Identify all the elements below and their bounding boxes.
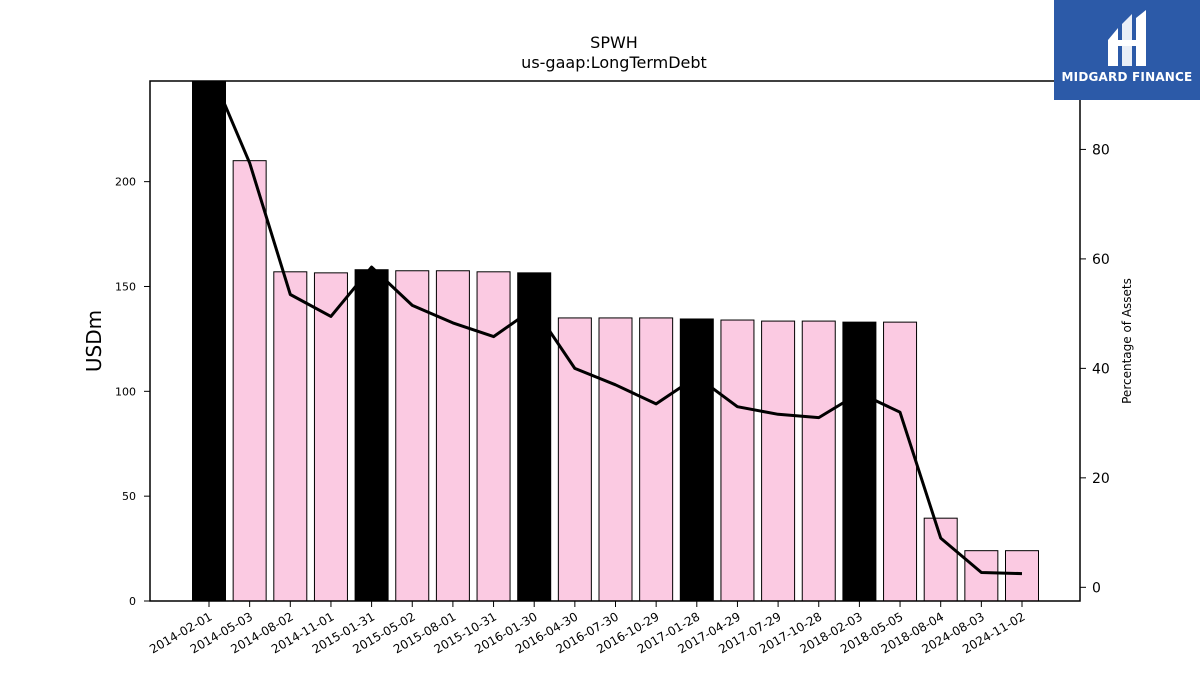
bar-2015-10-31 bbox=[476, 271, 511, 601]
bar-2024-08-03 bbox=[964, 550, 999, 601]
y2-tick-label: 60 bbox=[1092, 252, 1110, 268]
y-tick-label: 0 bbox=[129, 595, 136, 608]
bar-2015-05-02 bbox=[395, 270, 430, 601]
y2-tick-label: 0 bbox=[1092, 580, 1101, 596]
bar-2017-07-29 bbox=[761, 320, 796, 601]
y-tick-label: 150 bbox=[115, 280, 136, 293]
y2-tick-label: 20 bbox=[1092, 471, 1110, 487]
y-axis-left: 0 50 100 150 200 bbox=[115, 176, 150, 608]
logo-mark-icon bbox=[1108, 10, 1146, 66]
bar-2017-01-28 bbox=[679, 318, 714, 601]
y2-tick-label: 80 bbox=[1092, 142, 1110, 158]
bar-2018-05-05 bbox=[883, 321, 918, 601]
bar-2016-01-30 bbox=[517, 272, 552, 601]
bar-2016-04-30 bbox=[557, 317, 592, 601]
y2-tick-label: 40 bbox=[1092, 361, 1110, 377]
bar-2015-01-31 bbox=[354, 269, 389, 601]
bar-2018-08-04 bbox=[923, 517, 958, 601]
bar-2018-02-03 bbox=[842, 321, 877, 601]
bar-2017-10-28 bbox=[801, 320, 836, 601]
logo-text: MIDGARD FINANCE bbox=[1061, 70, 1193, 84]
percentage-of-assets-line bbox=[213, 81, 1023, 576]
y-tick-label: 200 bbox=[115, 176, 136, 189]
y-tick-label: 100 bbox=[115, 385, 136, 398]
bars-layer bbox=[192, 81, 1039, 601]
bar-2024-11-02 bbox=[1005, 550, 1039, 601]
bar-2014-11-01 bbox=[313, 272, 348, 601]
x-axis: 2014-02-012014-05-032014-08-022014-11-01… bbox=[147, 601, 1028, 656]
bar-2014-02-01 bbox=[192, 81, 226, 601]
y-tick-label: 50 bbox=[122, 490, 136, 503]
bar-2014-08-02 bbox=[273, 271, 308, 601]
y2-axis-label: Percentage of Assets bbox=[1120, 278, 1134, 404]
bar-2016-07-30 bbox=[598, 317, 633, 601]
chart-subtitle: us-gaap:LongTermDebt bbox=[521, 53, 707, 72]
bar-2014-05-03 bbox=[232, 160, 267, 601]
bar-2015-08-01 bbox=[435, 270, 470, 601]
bar-2017-04-29 bbox=[720, 319, 755, 601]
bar-2016-10-29 bbox=[639, 317, 674, 601]
y-axis-label: USDm bbox=[82, 310, 106, 372]
chart-title: SPWH bbox=[590, 33, 638, 52]
midgard-finance-logo: MIDGARD FINANCE bbox=[1054, 0, 1200, 100]
y-axis-right: 0 20 40 60 80 bbox=[1080, 142, 1110, 596]
